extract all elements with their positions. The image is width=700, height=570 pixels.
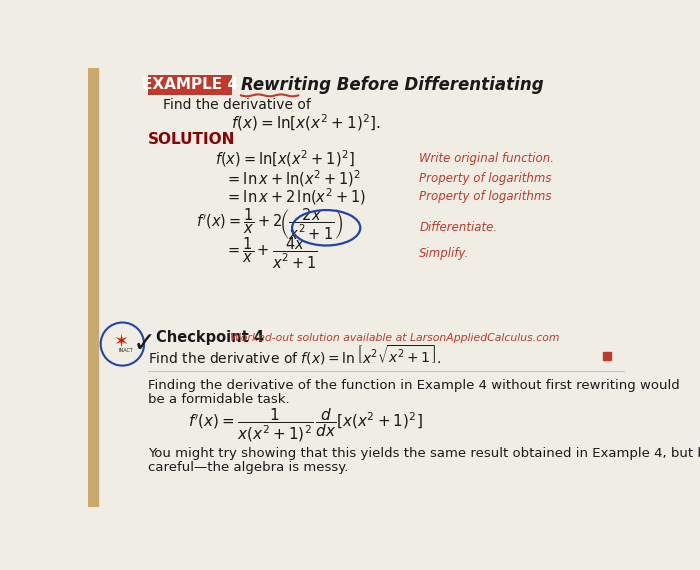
- Text: $f(x) = \ln[x(x^2 + 1)^2]$: $f(x) = \ln[x(x^2 + 1)^2]$: [216, 148, 355, 169]
- Bar: [603, 352, 611, 360]
- Text: Finding the derivative of the function in Example 4 without first rewriting woul: Finding the derivative of the function i…: [148, 379, 680, 392]
- Text: EXAMPLE 4: EXAMPLE 4: [142, 77, 238, 92]
- Text: Find the derivative of $f(x) = \ln\left[x^2\sqrt{x^2+1}\right].$: Find the derivative of $f(x) = \ln\left[…: [148, 343, 442, 367]
- Bar: [88, 68, 98, 507]
- Text: Write original function.: Write original function.: [419, 152, 554, 165]
- Text: Rewriting Before Differentiating: Rewriting Before Differentiating: [241, 76, 544, 93]
- Text: ✶: ✶: [113, 333, 128, 351]
- FancyBboxPatch shape: [148, 75, 232, 95]
- Text: INACT: INACT: [118, 348, 133, 353]
- Text: Find the derivative of: Find the derivative of: [163, 99, 312, 112]
- Text: ✓: ✓: [133, 330, 157, 358]
- Text: $f(x) = \ln[x(x^2 + 1)^2].$: $f(x) = \ln[x(x^2 + 1)^2].$: [231, 112, 381, 133]
- Text: Worked-out solution available at LarsonAppliedCalculus.com: Worked-out solution available at LarsonA…: [223, 333, 559, 343]
- Text: $f'(x) = \dfrac{1}{x} + 2\!\left(\dfrac{2x}{x^2 + 1}\right)$: $f'(x) = \dfrac{1}{x} + 2\!\left(\dfrac{…: [196, 206, 343, 242]
- Text: Differentiate.: Differentiate.: [419, 221, 497, 234]
- Text: You might try showing that this yields the same result obtained in Example 4, bu: You might try showing that this yields t…: [148, 447, 700, 460]
- Text: Property of logarithms: Property of logarithms: [419, 190, 552, 203]
- Text: SOLUTION: SOLUTION: [148, 132, 235, 146]
- Text: Property of logarithms: Property of logarithms: [419, 172, 552, 185]
- Text: $f'(x) = \dfrac{1}{x(x^2+1)^2}\,\dfrac{d}{dx}[x(x^2+1)^2]$: $f'(x) = \dfrac{1}{x(x^2+1)^2}\,\dfrac{d…: [188, 406, 423, 443]
- Text: be a formidable task.: be a formidable task.: [148, 393, 290, 406]
- Text: Simplify.: Simplify.: [419, 247, 470, 260]
- Text: careful—the algebra is messy.: careful—the algebra is messy.: [148, 461, 349, 474]
- Text: $= \ln x + \ln(x^2 + 1)^2$: $= \ln x + \ln(x^2 + 1)^2$: [225, 168, 360, 189]
- Text: $= \dfrac{1}{x} + \dfrac{4x}{x^2 + 1}$: $= \dfrac{1}{x} + \dfrac{4x}{x^2 + 1}$: [225, 235, 317, 271]
- Text: $= \ln x + 2\,\ln(x^2 + 1)$: $= \ln x + 2\,\ln(x^2 + 1)$: [225, 186, 365, 206]
- Text: Checkpoint 4: Checkpoint 4: [155, 331, 264, 345]
